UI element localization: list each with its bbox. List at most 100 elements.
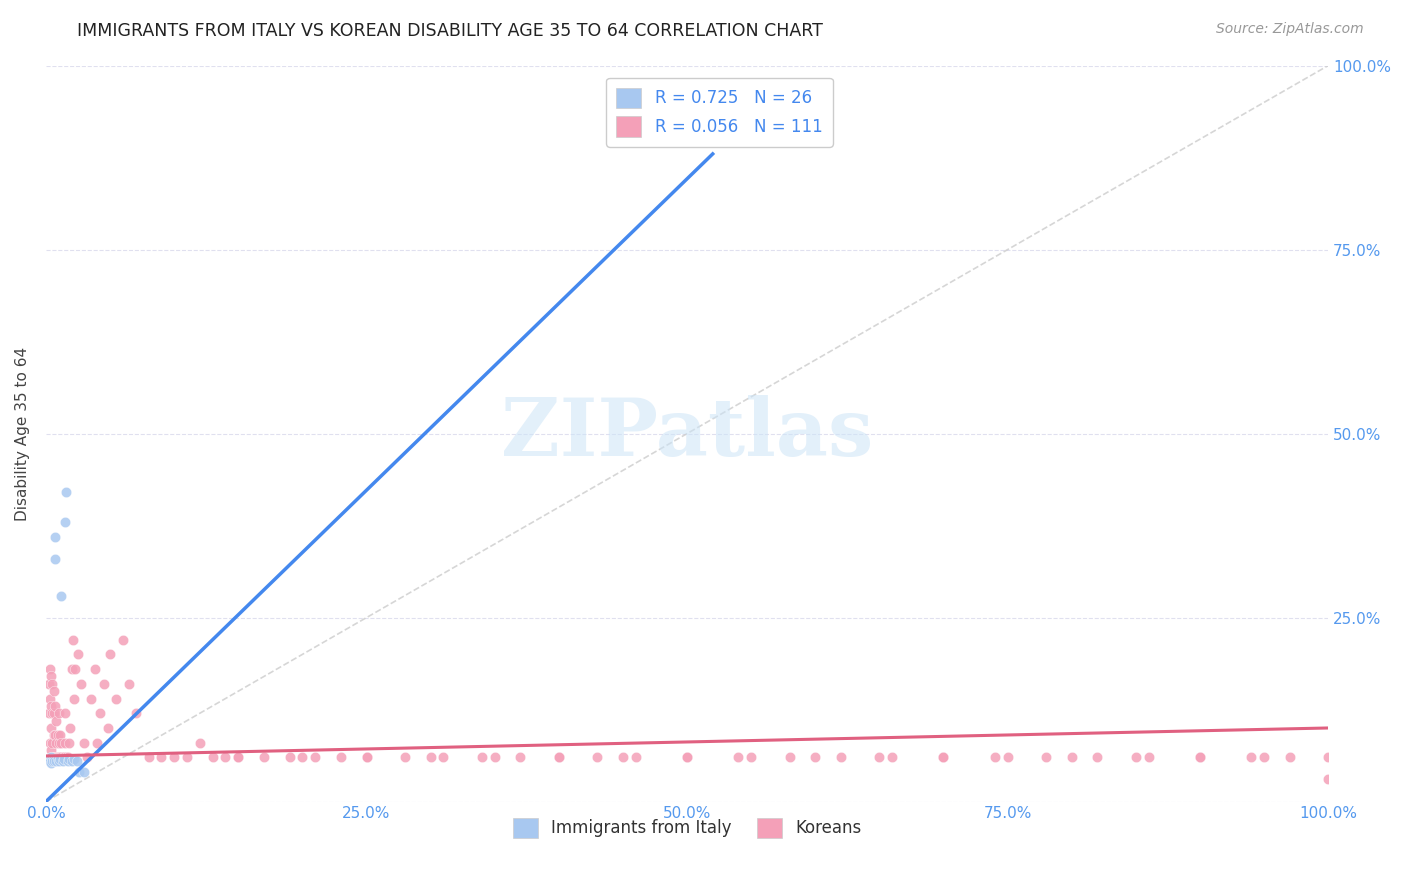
- Point: [1240, 750, 1263, 764]
- Point: [67, 765, 90, 780]
- Point: [52, 750, 75, 764]
- Point: [38, 754, 60, 768]
- Point: [52, 750, 75, 764]
- Point: [58, 736, 80, 750]
- Point: [41, 752, 63, 766]
- Point: [60, 662, 83, 676]
- Point: [51, 750, 73, 764]
- Point: [471, 750, 494, 764]
- Point: [46, 752, 69, 766]
- Point: [394, 750, 416, 764]
- Point: [46, 750, 69, 764]
- Point: [547, 750, 569, 764]
- Point: [38, 677, 60, 691]
- Point: [98, 648, 121, 662]
- Point: [49, 750, 72, 764]
- Point: [53, 706, 76, 721]
- Point: [96, 721, 118, 735]
- Point: [83, 662, 105, 676]
- Point: [1278, 750, 1301, 764]
- Point: [58, 752, 80, 766]
- Point: [44, 530, 66, 544]
- Point: [356, 750, 378, 764]
- Point: [42, 750, 65, 764]
- Point: [45, 754, 67, 768]
- Point: [676, 750, 699, 764]
- Point: [48, 736, 70, 750]
- Point: [727, 750, 749, 764]
- Point: [48, 754, 70, 768]
- Point: [118, 677, 141, 691]
- Point: [38, 736, 60, 750]
- Point: [214, 750, 236, 764]
- Text: Source: ZipAtlas.com: Source: ZipAtlas.com: [1216, 22, 1364, 37]
- Point: [45, 736, 67, 750]
- Point: [868, 750, 890, 764]
- Point: [48, 706, 70, 721]
- Point: [984, 750, 1007, 764]
- Point: [41, 706, 63, 721]
- Point: [41, 750, 63, 764]
- Point: [1188, 750, 1211, 764]
- Point: [1188, 750, 1211, 764]
- Point: [612, 750, 634, 764]
- Point: [44, 750, 66, 764]
- Point: [52, 754, 75, 768]
- Text: IMMIGRANTS FROM ITALY VS KOREAN DISABILITY AGE 35 TO 64 CORRELATION CHART: IMMIGRANTS FROM ITALY VS KOREAN DISABILI…: [77, 22, 823, 40]
- Point: [45, 750, 67, 764]
- Point: [93, 677, 115, 691]
- Point: [932, 750, 955, 764]
- Point: [63, 691, 86, 706]
- Point: [1137, 750, 1160, 764]
- Point: [73, 765, 96, 780]
- Point: [41, 754, 63, 768]
- Point: [89, 706, 111, 721]
- Point: [42, 728, 65, 742]
- Point: [60, 754, 83, 768]
- Point: [44, 698, 66, 713]
- Point: [51, 736, 73, 750]
- Point: [624, 750, 647, 764]
- Point: [38, 662, 60, 676]
- Point: [65, 662, 87, 676]
- Point: [1253, 750, 1275, 764]
- Point: [39, 721, 62, 735]
- Point: [39, 756, 62, 771]
- Point: [586, 750, 609, 764]
- Point: [1317, 772, 1340, 787]
- Point: [432, 750, 454, 764]
- Text: ZIPatlas: ZIPatlas: [501, 394, 873, 473]
- Point: [49, 728, 72, 742]
- Point: [509, 750, 531, 764]
- Point: [997, 750, 1019, 764]
- Point: [226, 750, 249, 764]
- Point: [63, 752, 86, 766]
- Point: [42, 684, 65, 698]
- Point: [52, 752, 75, 766]
- Point: [39, 743, 62, 757]
- Point: [163, 750, 186, 764]
- Point: [69, 677, 91, 691]
- Point: [1060, 750, 1083, 764]
- Point: [62, 632, 84, 647]
- Point: [1317, 750, 1340, 764]
- Point: [1125, 750, 1147, 764]
- Point: [804, 750, 827, 764]
- Point: [291, 750, 314, 764]
- Point: [226, 750, 249, 764]
- Y-axis label: Disability Age 35 to 64: Disability Age 35 to 64: [15, 346, 30, 521]
- Point: [39, 669, 62, 683]
- Point: [73, 736, 96, 750]
- Point: [304, 750, 326, 764]
- Point: [45, 714, 67, 728]
- Point: [253, 750, 276, 764]
- Point: [830, 750, 852, 764]
- Point: [150, 750, 173, 764]
- Point: [882, 750, 904, 764]
- Point: [46, 728, 69, 742]
- Point: [779, 750, 801, 764]
- Point: [484, 750, 506, 764]
- Point: [56, 750, 79, 764]
- Point: [42, 754, 65, 768]
- Point: [105, 691, 128, 706]
